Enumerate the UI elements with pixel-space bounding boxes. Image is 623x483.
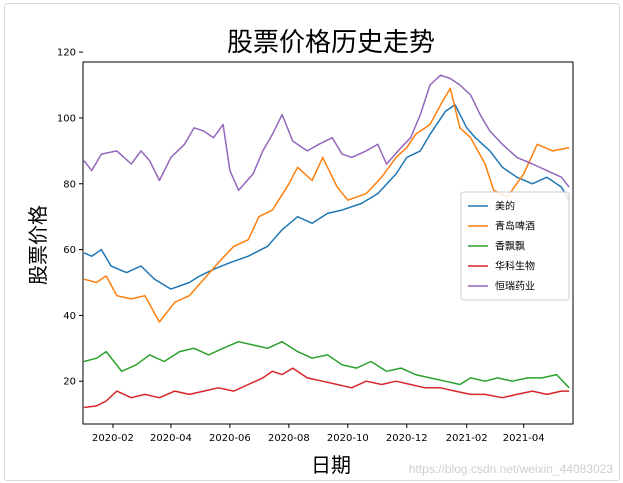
x-tick-label: 2021-04 [503, 433, 545, 444]
legend-label: 华科生物 [495, 260, 535, 273]
legend-label: 香飘飘 [495, 241, 525, 253]
series-line [83, 74, 570, 192]
chart-frame: 股票价格历史走势 20 40 60 80 100 120 2020-02 2020-04 20… [4, 3, 620, 481]
chart-title: 股票价格历史走势 [227, 28, 435, 58]
y-axis-label: 股票价格 [26, 205, 50, 285]
series-lines [83, 74, 570, 409]
y-tick-label: 100 [57, 113, 76, 124]
x-tick-label: 2020-02 [92, 433, 134, 444]
y-tick-label: 60 [63, 245, 76, 256]
series-line [83, 87, 570, 323]
y-axis: 20 40 60 80 100 120 [57, 48, 83, 388]
y-tick-label: 80 [63, 179, 76, 190]
x-tick-label: 2020-12 [386, 433, 428, 444]
series-line [83, 104, 570, 290]
legend-label: 青岛啤酒 [495, 220, 535, 233]
x-axis: 2020-02 2020-04 2020-06 2020-08 2020-10 2020-… [92, 424, 545, 444]
legend-label: 美的 [495, 200, 515, 213]
series-line [83, 367, 570, 409]
legend-box [460, 191, 570, 301]
x-tick-label: 2020-06 [209, 433, 251, 444]
x-tick-label: 2020-10 [327, 433, 369, 444]
watermark-text: https://blog.csdn.net/weixin_44083023 [409, 462, 613, 476]
y-tick-label: 40 [63, 311, 76, 322]
series-line [83, 340, 570, 389]
plot-area [82, 61, 574, 425]
x-tick-label: 2020-08 [268, 433, 310, 444]
x-tick-label: 2020-04 [150, 433, 192, 444]
legend-label: 恒瑞药业 [495, 280, 535, 293]
x-axis-label: 日期 [311, 453, 351, 477]
x-tick-label: 2021-02 [446, 433, 488, 444]
y-tick-label: 20 [63, 377, 76, 388]
y-tick-label: 120 [57, 48, 76, 59]
